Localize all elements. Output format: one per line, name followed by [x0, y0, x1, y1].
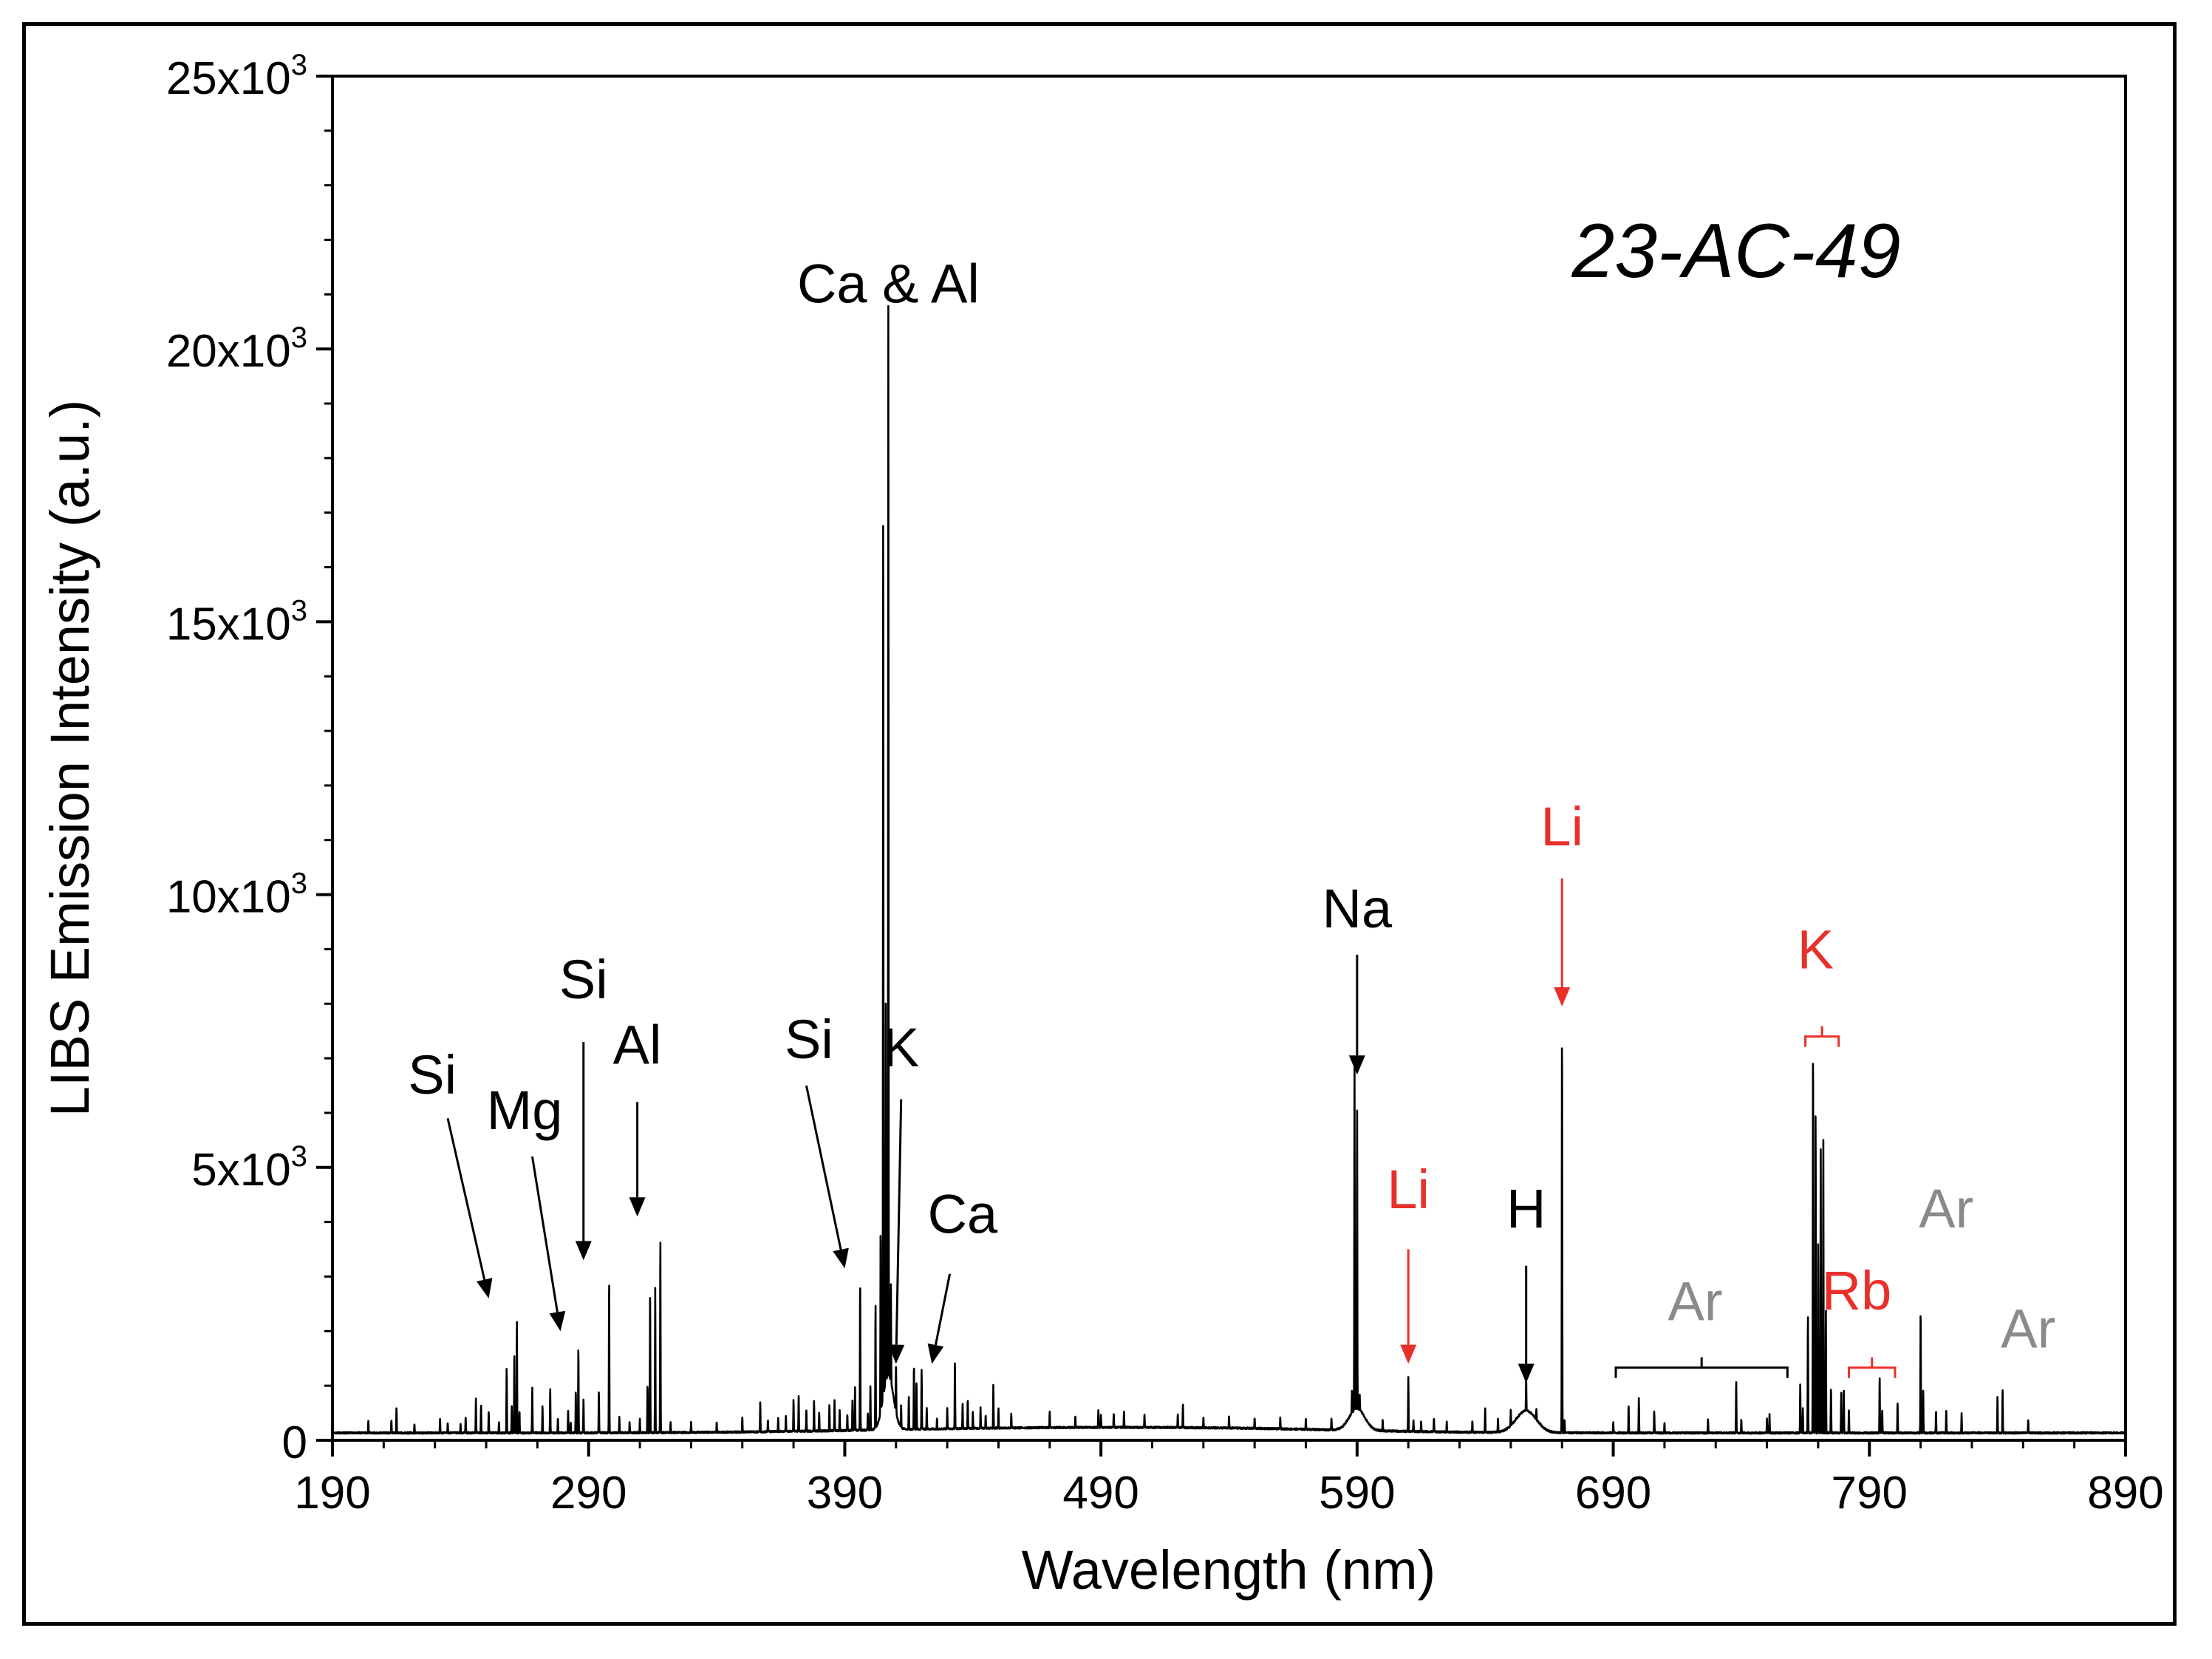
x-tick-label: 490 — [1062, 1468, 1139, 1519]
annotation-arrowhead-si — [833, 1247, 849, 1269]
plot-area-frame — [331, 75, 2127, 1442]
annotation-arrow-ca — [934, 1273, 952, 1346]
annotation-label-ca: Ca — [928, 1183, 998, 1244]
annotation-label-si: Si — [408, 1044, 457, 1106]
annotation-label-ar: Ar — [1668, 1271, 1723, 1332]
x-tick-label: 390 — [807, 1468, 883, 1519]
annotation-label-k: K — [1798, 919, 1834, 980]
annotation-arrow-si — [446, 1118, 486, 1280]
y-axis-ticks: 0 5x103 10x103 15x103 20x103 25x103 — [166, 49, 332, 1468]
x-axis-label: Wavelength (nm) — [1022, 1539, 1436, 1601]
x-axis-ticks: 190 290 390 490 590 690 790 890 — [294, 1440, 2164, 1519]
annotation-label-al: Al — [613, 1015, 662, 1076]
annotation-arrowhead-si — [476, 1278, 493, 1299]
bracket-rb — [1848, 1357, 1897, 1378]
annotation-arrowhead-si — [575, 1241, 592, 1261]
x-tick-label: 590 — [1319, 1468, 1395, 1519]
y-tick-label: 15x103 — [166, 594, 307, 650]
annotation-arrowhead-ca — [927, 1343, 944, 1364]
annotation-label-ca-al: Ca & Al — [797, 253, 980, 314]
annotation-label-ar: Ar — [1919, 1178, 1973, 1239]
annotation-arrow-k — [895, 1099, 903, 1345]
annotation-label-rb: Rb — [1822, 1260, 1892, 1321]
bracket-layer — [1614, 1026, 1897, 1378]
annotation-arrowhead-li — [1554, 987, 1571, 1006]
y-tick-label: 0 — [282, 1417, 307, 1468]
y-tick-label: 5x103 — [191, 1140, 307, 1196]
annotation-arrowhead-h — [1518, 1363, 1535, 1383]
annotation-label-si: Si — [785, 1009, 833, 1070]
y-tick-label: 20x103 — [166, 321, 307, 377]
bracket-k — [1804, 1026, 1840, 1047]
y-axis-label: LIBS Emission Intensity (a.u.) — [39, 400, 100, 1117]
annotation-label-mg: Mg — [487, 1080, 563, 1141]
annotation-arrowhead-mg — [549, 1310, 566, 1332]
chart-title: 23-AC-49 — [1571, 208, 1900, 294]
bracket-ar — [1614, 1357, 1789, 1378]
annotation-arrowhead-li — [1400, 1344, 1417, 1364]
y-tick-label: 10x103 — [166, 868, 307, 923]
annotation-label-li: Li — [1387, 1159, 1430, 1220]
annotation-label-k: K — [883, 1017, 919, 1078]
x-tick-label: 290 — [550, 1468, 627, 1519]
annotation-arrow-mg — [530, 1156, 559, 1312]
y-tick-label: 25x103 — [166, 49, 307, 104]
x-tick-label: 790 — [1832, 1468, 1908, 1519]
x-tick-label: 190 — [294, 1468, 370, 1519]
annotation-arrow-si — [805, 1085, 842, 1250]
annotation-label-si: Si — [559, 949, 608, 1010]
annotation-arrowhead-na — [1348, 1055, 1365, 1075]
annotation-label-li: Li — [1540, 796, 1583, 857]
annotation-arrowhead-al — [629, 1197, 646, 1217]
annotation-label-ar: Ar — [2001, 1298, 2055, 1359]
x-tick-label: 890 — [2087, 1468, 2163, 1519]
x-tick-label: 690 — [1575, 1468, 1651, 1519]
annotation-label-na: Na — [1322, 878, 1393, 939]
annotation-arrowhead-k — [888, 1344, 905, 1364]
spectrum-line — [331, 304, 2127, 1435]
annotation-label-h: H — [1506, 1178, 1546, 1239]
